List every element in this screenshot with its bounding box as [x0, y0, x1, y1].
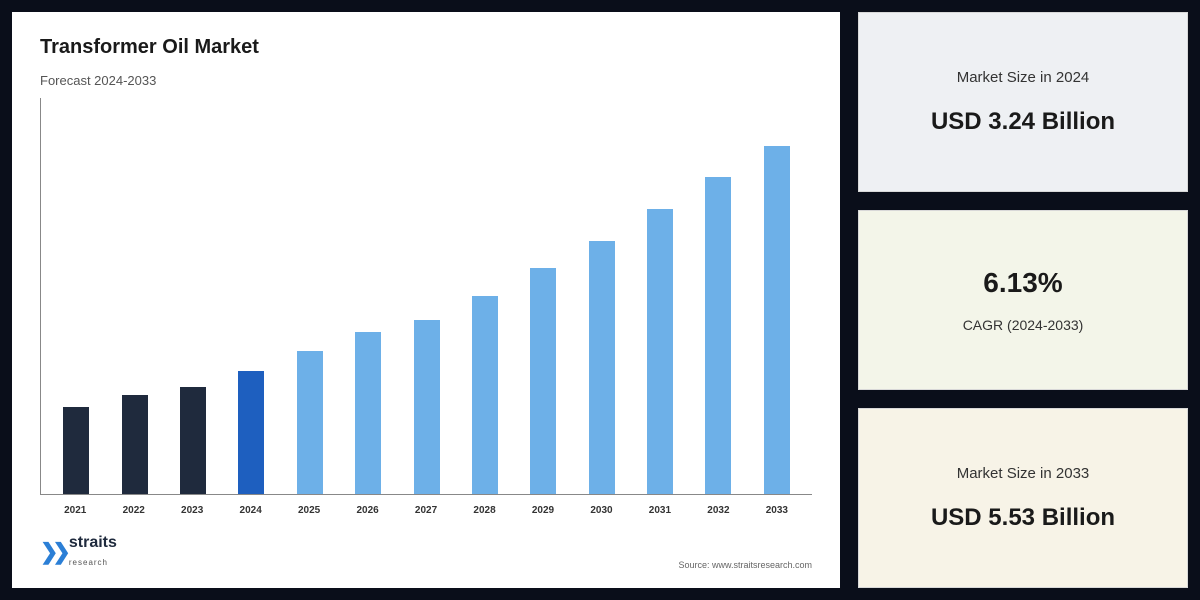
- side-cards: Market Size in 2024 USD 3.24 Billion 6.1…: [858, 12, 1188, 588]
- bar-wrap: [47, 98, 105, 494]
- bar: [764, 146, 790, 494]
- card-cagr: 6.13% CAGR (2024-2033): [858, 210, 1188, 390]
- card-value: USD 3.24 Billion: [931, 108, 1115, 136]
- card-market-size-2033: Market Size in 2033 USD 5.53 Billion: [858, 408, 1188, 588]
- logo-brand: straits: [69, 534, 117, 551]
- bar: [238, 371, 264, 494]
- x-label: 2026: [338, 505, 396, 516]
- card-label: CAGR (2024-2033): [963, 317, 1084, 333]
- bar: [530, 268, 556, 494]
- logo-sub: research: [69, 558, 108, 567]
- brand-logo: ❯❯ straits research: [40, 534, 117, 570]
- x-label: 2028: [455, 505, 513, 516]
- bar-wrap: [281, 98, 339, 494]
- x-label: 2029: [514, 505, 572, 516]
- bar: [705, 177, 731, 494]
- bar-wrap: [164, 98, 222, 494]
- bar-wrap: [105, 98, 163, 494]
- x-label: 2023: [163, 505, 221, 516]
- x-axis-labels: 2021202220232024202520262027202820292030…: [40, 499, 812, 516]
- source-text: Source: www.straitsresearch.com: [678, 560, 812, 570]
- logo-chevron-icon: ❯❯: [40, 539, 65, 565]
- bar-wrap: [631, 98, 689, 494]
- x-label: 2032: [689, 505, 747, 516]
- chart-plot-area: [40, 98, 812, 495]
- x-label: 2022: [104, 505, 162, 516]
- bar-wrap: [456, 98, 514, 494]
- bar-wrap: [397, 98, 455, 494]
- bar: [472, 296, 498, 494]
- bar-wrap: [748, 98, 806, 494]
- card-label: Market Size in 2033: [957, 465, 1090, 482]
- bar-wrap: [573, 98, 631, 494]
- chart-title: Transformer Oil Market: [40, 36, 812, 59]
- x-label: 2033: [748, 505, 806, 516]
- bar: [589, 241, 615, 494]
- bar: [180, 387, 206, 494]
- chart-footer: ❯❯ straits research Source: www.straitsr…: [40, 534, 812, 570]
- x-label: 2031: [631, 505, 689, 516]
- bar: [355, 332, 381, 494]
- card-value: USD 5.53 Billion: [931, 504, 1115, 532]
- bar-wrap: [514, 98, 572, 494]
- card-label: Market Size in 2024: [957, 69, 1090, 86]
- bars-container: [41, 98, 812, 494]
- x-label: 2025: [280, 505, 338, 516]
- bar: [63, 407, 89, 494]
- bar: [122, 395, 148, 494]
- x-label: 2030: [572, 505, 630, 516]
- bar: [414, 320, 440, 494]
- bar-wrap: [222, 98, 280, 494]
- chart-subtitle: Forecast 2024-2033: [40, 73, 812, 88]
- card-market-size-2024: Market Size in 2024 USD 3.24 Billion: [858, 12, 1188, 192]
- bar-wrap: [689, 98, 747, 494]
- x-label: 2021: [46, 505, 104, 516]
- chart-panel: Transformer Oil Market Forecast 2024-203…: [12, 12, 840, 588]
- bar: [647, 209, 673, 494]
- card-value: 6.13%: [983, 267, 1062, 299]
- logo-text-wrap: straits research: [69, 534, 117, 570]
- x-label: 2024: [221, 505, 279, 516]
- x-label: 2027: [397, 505, 455, 516]
- bar: [297, 351, 323, 494]
- bar-wrap: [339, 98, 397, 494]
